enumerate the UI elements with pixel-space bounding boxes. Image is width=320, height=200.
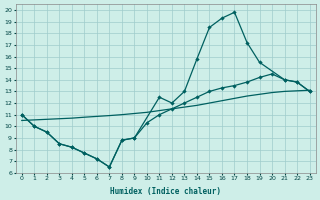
X-axis label: Humidex (Indice chaleur): Humidex (Indice chaleur) (110, 187, 221, 196)
